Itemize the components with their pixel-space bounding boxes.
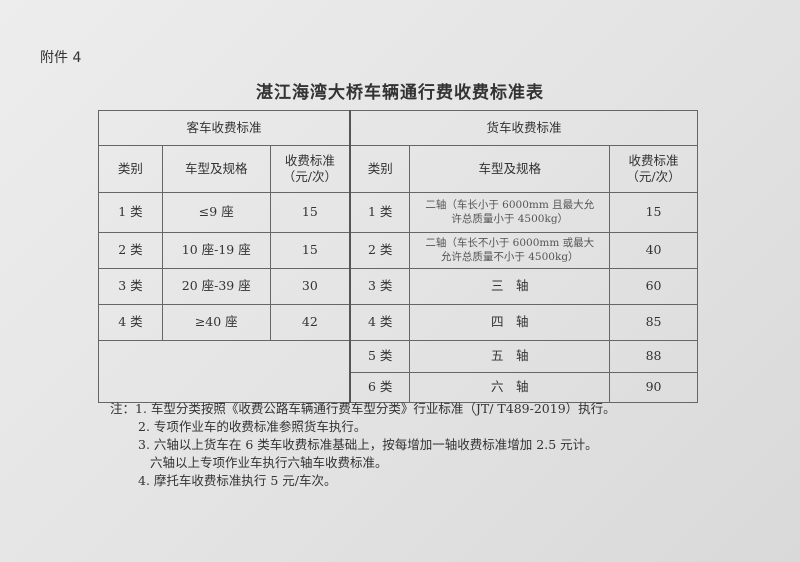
cell: 3 类 [349, 268, 411, 305]
cell: 二轴（车长不小于 6000mm 或最大允许总质量不小于 4500kg） [409, 232, 611, 269]
cell: ≥40 座 [161, 304, 271, 341]
table-row: 1 类 ≤9 座 15 1 类二轴（车长小于 6000mm 且最大允许总质量小于 4… [98, 192, 698, 233]
cell: 42 [269, 304, 351, 341]
col-header: 车型及规格 [161, 145, 271, 193]
table-row: 5 类五 轴 88 [98, 340, 698, 403]
cell: 90 [609, 372, 698, 403]
cell: 20 座-39 座 [161, 268, 271, 305]
cell: 2 类 [349, 232, 411, 269]
empty-cell [98, 340, 351, 403]
col-header: 类别 [349, 145, 411, 193]
cell: 五 轴 [409, 340, 611, 373]
cell: 15 [269, 232, 351, 269]
notes: 注：1. 车型分类按照《收费公路车辆通行费车型分类》行业标准（JT/ T489-… [110, 400, 616, 490]
passenger-header: 客车收费标准 [98, 110, 351, 146]
cell: 10 座-19 座 [161, 232, 271, 269]
page-title: 湛江海湾大桥车辆通行费收费标准表 [256, 83, 544, 103]
col-header: 收费标准（元/次） [609, 145, 698, 193]
cell: 3 类 [98, 268, 163, 305]
table-row: 3 类 20 座-39 座 30 3 类三 轴 60 [98, 268, 698, 305]
note-1: 注：1. 车型分类按照《收费公路车辆通行费车型分类》行业标准（JT/ T489-… [110, 401, 616, 416]
cell: 88 [609, 340, 698, 373]
note-3: 3. 六轴以上货车在 6 类车收费标准基础上，按每增加一轴收费标准增加 2.5 … [138, 437, 598, 452]
cell: 60 [609, 268, 698, 305]
cell: 二轴（车长小于 6000mm 且最大允许总质量小于 4500kg） [409, 192, 611, 233]
cell: 六 轴 [409, 372, 611, 403]
table-row: 4 类 ≥40 座 42 4 类四 轴 85 [98, 304, 698, 341]
cell: 40 [609, 232, 698, 269]
note-2: 2. 专项作业车的收费标准参照货车执行。 [138, 419, 367, 434]
cell: 三 轴 [409, 268, 611, 305]
table-row: 6 类六 轴 90 [99, 372, 698, 403]
cell: 4 类 [349, 304, 411, 341]
cell: 15 [269, 192, 351, 233]
cell: 1 类 [349, 192, 411, 233]
col-header: 车型及规格 [409, 145, 611, 193]
cell: 4 类 [98, 304, 163, 341]
table-row: 2 类 10 座-19 座 15 2 类二轴（车长不小于 6000mm 或最大允许总… [98, 232, 698, 269]
cell: 1 类 [98, 192, 163, 233]
cell: 15 [609, 192, 698, 233]
col-header: 类别 [98, 145, 163, 193]
cell: 5 类 [349, 340, 411, 373]
cell: 6 类 [349, 372, 411, 403]
cell: 85 [609, 304, 698, 341]
note-4: 4. 摩托车收费标准执行 5 元/车次。 [138, 473, 337, 488]
truck-header: 货车收费标准 [349, 110, 699, 146]
cell: 2 类 [98, 232, 163, 269]
cell: ≤9 座 [161, 192, 271, 233]
annex-label: 附件 4 [40, 50, 82, 66]
toll-table: 客车收费标准 货车收费标准 类别 车型及规格 收费标准（元/次） 类别 车型及规… [98, 110, 699, 403]
cell: 30 [269, 268, 351, 305]
note-3-cont: 六轴以上专项作业车执行六轴车收费标准。 [150, 455, 388, 470]
col-header: 收费标准（元/次） [269, 145, 351, 193]
cell: 四 轴 [409, 304, 611, 341]
